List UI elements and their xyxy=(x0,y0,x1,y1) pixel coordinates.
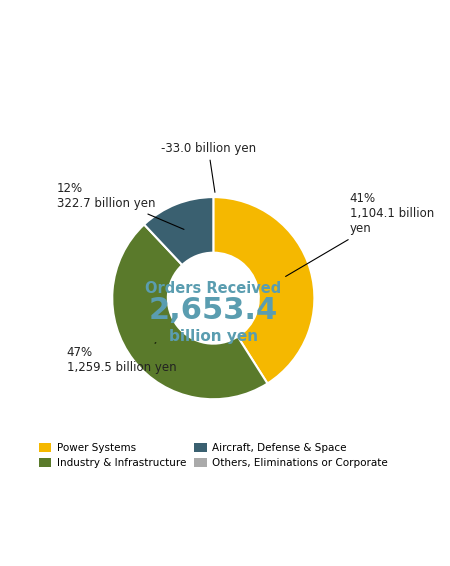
Text: 47%
1,259.5 billion yen: 47% 1,259.5 billion yen xyxy=(67,343,176,374)
Text: billion yen: billion yen xyxy=(169,329,258,344)
Wedge shape xyxy=(213,197,315,384)
Legend: Power Systems, Industry & Infrastructure, Aircraft, Defense & Space, Others, Eli: Power Systems, Industry & Infrastructure… xyxy=(35,438,392,473)
Wedge shape xyxy=(112,225,267,399)
Wedge shape xyxy=(144,197,213,265)
Text: -33.0 billion yen: -33.0 billion yen xyxy=(161,142,256,192)
Text: 41%
1,104.1 billion
yen: 41% 1,104.1 billion yen xyxy=(286,192,434,276)
Text: 2,653.4: 2,653.4 xyxy=(148,296,278,325)
Text: Orders Received: Orders Received xyxy=(145,281,281,295)
Text: 12%
322.7 billion yen: 12% 322.7 billion yen xyxy=(57,182,184,229)
